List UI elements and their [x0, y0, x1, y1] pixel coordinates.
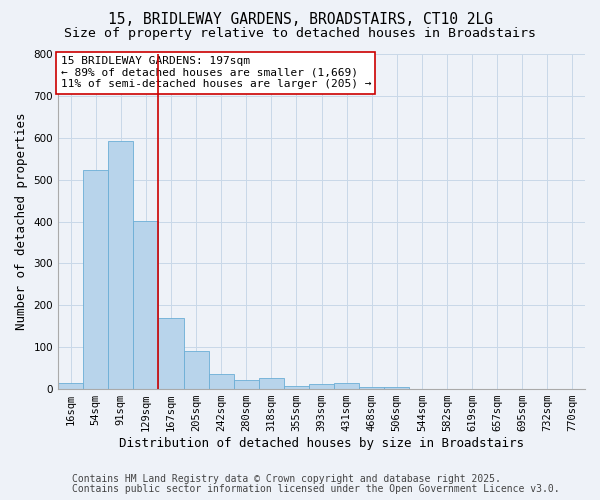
Text: Size of property relative to detached houses in Broadstairs: Size of property relative to detached ho… [64, 28, 536, 40]
Bar [108, 141, 133, 389]
Bar [233, 380, 259, 389]
Text: Contains HM Land Registry data © Crown copyright and database right 2025.: Contains HM Land Registry data © Crown c… [72, 474, 501, 484]
Bar [259, 378, 284, 389]
Text: Contains public sector information licensed under the Open Government Licence v3: Contains public sector information licen… [72, 484, 560, 494]
Bar [359, 387, 384, 389]
X-axis label: Distribution of detached houses by size in Broadstairs: Distribution of detached houses by size … [119, 437, 524, 450]
Y-axis label: Number of detached properties: Number of detached properties [15, 113, 28, 330]
Bar [334, 383, 359, 389]
Bar [184, 352, 209, 389]
Text: 15 BRIDLEWAY GARDENS: 197sqm
← 89% of detached houses are smaller (1,669)
11% of: 15 BRIDLEWAY GARDENS: 197sqm ← 89% of de… [61, 56, 371, 90]
Bar [309, 384, 334, 389]
Bar [58, 383, 83, 389]
Text: 15, BRIDLEWAY GARDENS, BROADSTAIRS, CT10 2LG: 15, BRIDLEWAY GARDENS, BROADSTAIRS, CT10… [107, 12, 493, 28]
Bar [158, 318, 184, 389]
Bar [284, 386, 309, 389]
Bar [209, 374, 233, 389]
Bar [83, 170, 108, 389]
Bar [384, 388, 409, 389]
Bar [133, 221, 158, 389]
